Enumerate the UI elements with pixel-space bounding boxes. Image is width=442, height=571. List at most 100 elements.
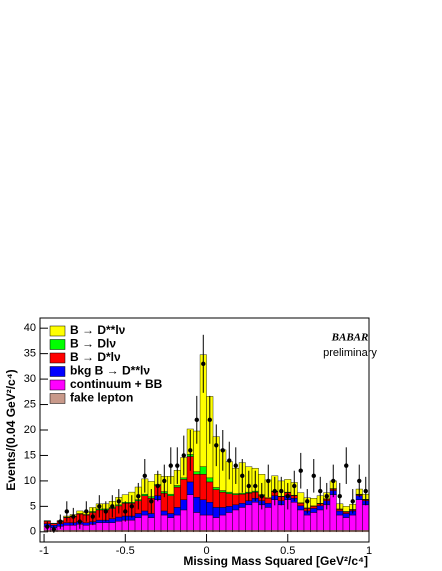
histogram-bar — [186, 530, 194, 533]
histogram-bar — [115, 520, 123, 531]
histogram-bar — [310, 506, 318, 509]
annotation: preliminary — [323, 347, 377, 359]
histogram-bar — [219, 490, 227, 493]
histogram-bar — [206, 530, 214, 533]
histogram-bar — [50, 523, 58, 526]
histogram-bar — [336, 510, 344, 516]
histogram-bar — [206, 481, 214, 503]
histogram-bar — [297, 530, 305, 533]
histogram-bar — [76, 530, 84, 533]
legend-swatch — [49, 366, 66, 377]
y-tick-label: 10 — [24, 475, 36, 487]
histogram-bar — [225, 506, 233, 513]
y-tick-label: 15 — [24, 449, 36, 461]
histogram-bar — [310, 498, 318, 507]
histogram-bar — [264, 530, 272, 533]
histogram-bar — [141, 530, 149, 533]
histogram-bar — [336, 514, 344, 531]
x-axis-label: Missing Mass Squared [GeV²/c⁴] — [183, 554, 368, 568]
data-point — [246, 483, 251, 489]
histogram-bar — [186, 494, 194, 531]
histogram-bar — [284, 530, 292, 533]
histogram-bar — [180, 530, 188, 533]
histogram-bar — [128, 519, 136, 531]
histogram-bar — [206, 477, 214, 483]
histogram-bar — [141, 514, 149, 531]
histogram-bar — [63, 522, 71, 526]
annotation: BABAR — [331, 332, 369, 344]
histogram-bar — [76, 510, 84, 514]
histogram-bar — [115, 530, 123, 533]
histogram-bar — [355, 499, 363, 531]
histogram-bar — [108, 518, 116, 523]
histogram-bar — [297, 505, 305, 511]
data-point — [220, 448, 225, 453]
legend-label: continuum + BB — [70, 377, 163, 391]
histogram-bar — [212, 530, 220, 533]
data-point — [259, 493, 264, 499]
histogram-bar — [43, 520, 51, 522]
data-point — [337, 493, 342, 499]
histogram-bar — [154, 530, 162, 533]
histogram-bar — [297, 492, 305, 504]
histogram-bar — [199, 499, 207, 516]
data-point — [357, 478, 362, 484]
legend-label: B → Dlν — [70, 337, 116, 351]
histogram-bar — [258, 530, 266, 533]
histogram-bar — [167, 530, 175, 533]
histogram-bar — [134, 517, 142, 531]
histogram-bar — [264, 503, 272, 508]
data-point — [194, 417, 199, 423]
x-tick-label: -0.5 — [116, 545, 135, 557]
histogram-bar — [303, 530, 311, 533]
data-point — [233, 463, 238, 468]
y-tick-label: 20 — [24, 424, 36, 436]
data-point — [298, 468, 303, 473]
x-tick-label: 1 — [366, 545, 372, 557]
histogram-bar — [232, 509, 240, 531]
data-point — [175, 463, 180, 468]
y-tick-label: 30 — [24, 373, 36, 385]
data-point — [181, 453, 186, 458]
data-point — [116, 499, 121, 504]
histogram-bar — [50, 522, 58, 524]
histogram-bar — [362, 530, 370, 533]
y-tick-label: 35 — [24, 348, 36, 360]
data-point — [311, 473, 316, 479]
histogram-bar — [160, 514, 168, 531]
histogram-bar — [141, 493, 149, 496]
data-point — [110, 504, 115, 509]
histogram-bar — [121, 494, 129, 503]
histogram-bar — [180, 499, 188, 511]
histogram-bar — [63, 525, 71, 531]
histogram-bar — [251, 502, 259, 531]
histogram-bar — [69, 525, 77, 531]
data-point — [350, 499, 355, 504]
histogram-bar — [297, 509, 305, 531]
x-tick-label: 0 — [203, 545, 209, 557]
histogram-bar — [232, 494, 240, 506]
histogram-bar — [160, 530, 168, 533]
histogram-bar — [303, 514, 311, 531]
histogram-bar — [238, 493, 246, 504]
histogram-bar — [342, 530, 350, 533]
legend-label: B → D*lν — [70, 350, 121, 364]
histogram-bar — [199, 530, 207, 533]
histogram-bar — [173, 485, 181, 488]
histogram-bar — [167, 517, 175, 531]
legend-label: B → D**lν — [70, 323, 126, 337]
histogram-bar — [206, 502, 214, 516]
data-point — [123, 509, 128, 514]
data-point — [155, 483, 160, 489]
histogram-bar — [316, 505, 324, 511]
histogram-bar — [147, 517, 155, 531]
histogram-bar — [193, 497, 201, 513]
histogram-bar — [121, 530, 129, 533]
legend-swatch — [49, 393, 66, 404]
histogram-bar — [115, 516, 123, 522]
histogram-bar — [180, 479, 188, 500]
data-point — [77, 519, 83, 524]
histogram-bar — [206, 514, 214, 531]
histogram-bar — [82, 522, 90, 526]
